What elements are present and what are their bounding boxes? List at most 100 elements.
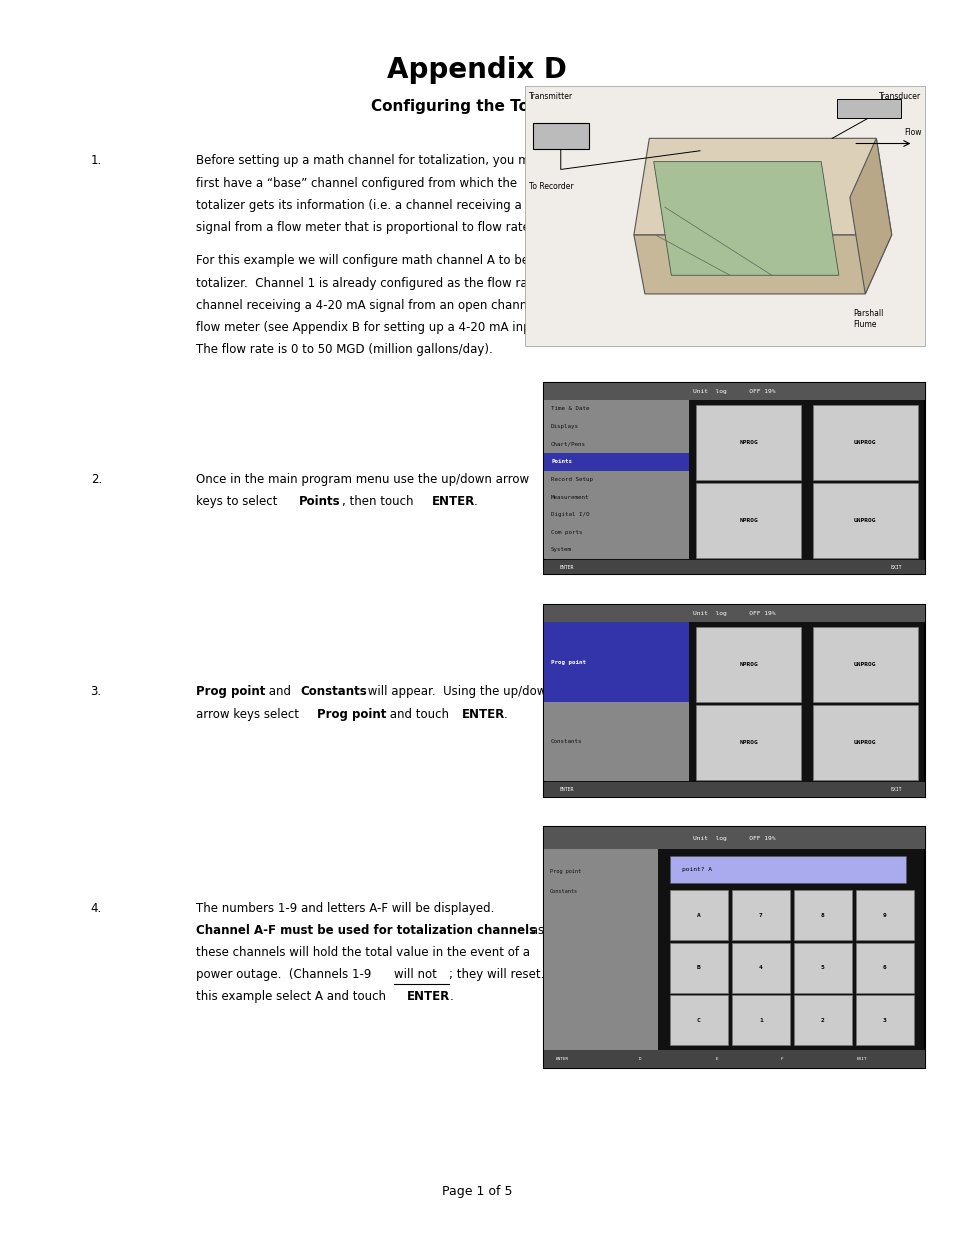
Text: ; they will reset.)  For: ; they will reset.) For [449,968,575,982]
Bar [524,86,924,346]
Text: 6: 6 [882,966,885,971]
Text: Time & Date: Time & Date [551,406,589,411]
Bar [731,995,789,1045]
Bar [543,622,688,701]
Text: 1.: 1. [91,154,102,168]
Text: 2.: 2. [91,473,102,487]
Text: these channels will hold the total value in the event of a: these channels will hold the total value… [195,946,529,960]
Bar [669,890,727,940]
Bar [855,995,913,1045]
Bar [731,890,789,940]
Text: ENTER: ENTER [558,564,573,569]
Text: UNPROG: UNPROG [853,440,876,445]
Bar [543,605,924,797]
Text: ENTER: ENTER [407,990,450,1004]
Text: ENTER: ENTER [558,787,573,792]
Text: Page 1 of 5: Page 1 of 5 [441,1184,512,1198]
Text: Com ports: Com ports [551,530,582,535]
Text: Constants: Constants [549,889,577,894]
Text: Configuring the Totalizer: Configuring the Totalizer [370,99,583,114]
Text: 2: 2 [821,1018,823,1023]
Text: flow meter (see Appendix B for setting up a 4-20 mA input).: flow meter (see Appendix B for setting u… [195,321,550,335]
Text: Prog point: Prog point [195,685,265,699]
Text: 1: 1 [759,1018,761,1023]
Text: NPROG: NPROG [739,517,758,522]
Bar [543,400,688,558]
Bar [543,622,688,781]
Text: NPROG: NPROG [739,662,758,667]
Bar [812,627,917,703]
Text: NPROG: NPROG [739,440,758,445]
Text: Digital I/O: Digital I/O [551,513,589,517]
Bar [543,827,924,1068]
Text: first have a “base” channel configured from which the: first have a “base” channel configured f… [195,177,517,190]
Bar [543,850,658,1050]
Text: Points: Points [551,459,572,464]
Text: UNPROG: UNPROG [853,740,876,745]
Text: 7: 7 [759,913,761,918]
Text: Once in the main program menu use the up/down arrow: Once in the main program menu use the up… [195,473,528,487]
Bar [855,942,913,993]
Text: Transducer: Transducer [879,91,921,100]
Text: To Recorder: To Recorder [528,183,573,191]
Text: D: D [639,1057,641,1061]
Text: totalizer gets its information (i.e. a channel receiving a: totalizer gets its information (i.e. a c… [195,199,520,212]
Text: The numbers 1-9 and letters A-F will be displayed.: The numbers 1-9 and letters A-F will be … [195,902,494,915]
Text: Chart/Pens: Chart/Pens [551,442,585,447]
Bar [731,942,789,993]
Text: EXIT: EXIT [890,787,902,792]
Text: Transmitter: Transmitter [528,91,572,100]
Text: EXIT: EXIT [856,1057,866,1061]
Text: For this example we will configure math channel A to be the: For this example we will configure math … [195,254,551,268]
Text: Prog point: Prog point [551,659,585,664]
Text: totalizer.  Channel 1 is already configured as the flow rate: totalizer. Channel 1 is already configur… [195,277,538,290]
Text: .: . [474,495,477,509]
Text: will appear.  Using the up/down: will appear. Using the up/down [364,685,554,699]
Text: Before setting up a math channel for totalization, you must: Before setting up a math channel for tot… [195,154,547,168]
Bar [543,383,924,574]
Text: ENTER: ENTER [432,495,475,509]
Text: as: as [526,924,543,937]
Text: A: A [697,913,700,918]
Polygon shape [633,235,891,294]
Text: Parshall
Flume: Parshall Flume [852,310,882,329]
Text: point? A: point? A [680,867,711,872]
Bar [669,995,727,1045]
Text: Measurement: Measurement [551,494,589,499]
Bar [812,705,917,781]
Polygon shape [633,138,891,235]
Bar [812,483,917,558]
Text: Unit  log      OFF 19%: Unit log OFF 19% [693,389,775,394]
Text: , then touch: , then touch [342,495,417,509]
Text: 4.: 4. [91,902,102,915]
Text: and: and [265,685,294,699]
Text: this example select A and touch: this example select A and touch [195,990,389,1004]
Text: channel receiving a 4-20 mA signal from an open channel: channel receiving a 4-20 mA signal from … [195,299,537,312]
Bar [543,782,924,797]
Text: Appendix D: Appendix D [387,56,566,84]
Text: UNPROG: UNPROG [853,517,876,522]
Bar [696,705,801,781]
Bar [837,100,901,117]
Text: Points: Points [298,495,340,509]
Text: E: E [715,1057,718,1061]
Text: 9: 9 [882,913,885,918]
Text: arrow keys select: arrow keys select [195,708,302,721]
Polygon shape [653,162,838,275]
Bar [696,405,801,480]
Bar [696,483,801,558]
Bar [793,890,851,940]
Text: 3: 3 [882,1018,885,1023]
Text: B: B [697,966,700,971]
Text: Channel A-F must be used for totalization channels: Channel A-F must be used for totalizatio… [195,924,536,937]
Text: .: . [449,990,453,1004]
Bar [793,995,851,1045]
Bar [543,383,924,400]
Bar [669,856,905,883]
Text: UNPROG: UNPROG [853,662,876,667]
Text: C: C [697,1018,700,1023]
Bar [696,627,801,703]
Text: power outage.  (Channels 1-9: power outage. (Channels 1-9 [195,968,375,982]
Text: signal from a flow meter that is proportional to flow rate).: signal from a flow meter that is proport… [195,221,537,235]
Text: Unit  log      OFF 19%: Unit log OFF 19% [693,611,775,616]
